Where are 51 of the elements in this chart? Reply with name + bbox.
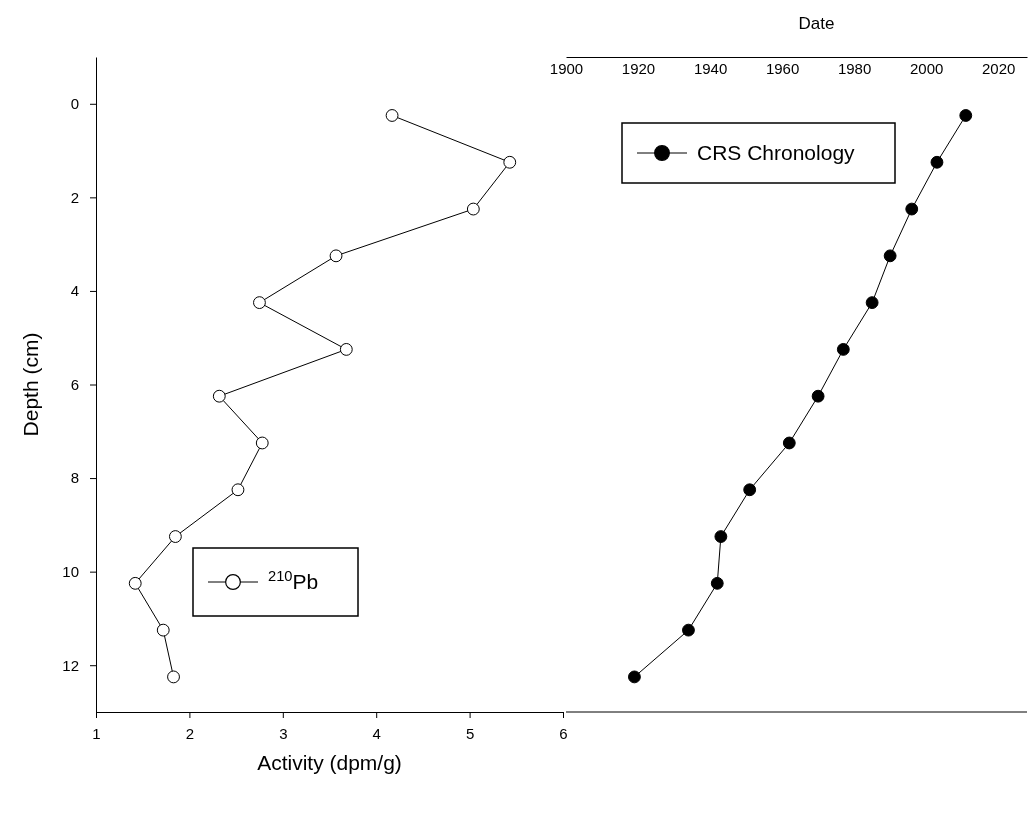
point: [743, 483, 757, 497]
point: [385, 109, 399, 122]
x-tick-label: 1: [92, 725, 101, 742]
x-axis-title: Activity (dpm/g): [257, 751, 402, 774]
point: [128, 576, 142, 590]
x-tick-label: 1920: [621, 59, 656, 77]
y-axis-title: Depth (cm): [19, 332, 42, 437]
x-tick-label: 2000: [909, 59, 944, 77]
x-tick-label: 2020: [982, 59, 1016, 77]
point: [329, 249, 343, 263]
x-tick-label: 1960: [765, 59, 800, 77]
point: [168, 530, 182, 543]
x-tick-label: 5: [465, 725, 475, 742]
point: [339, 343, 353, 356]
point: [865, 296, 879, 310]
x-tick-label: 1980: [837, 59, 872, 77]
point: [628, 670, 641, 684]
x-tick-label: 3: [279, 725, 288, 742]
x-axis-title: Date: [798, 14, 835, 33]
point: [231, 483, 245, 497]
point: [811, 389, 825, 403]
x-tick-label: 1940: [693, 59, 728, 77]
x-tick-label: 4: [372, 725, 381, 742]
point: [503, 155, 517, 169]
point: [255, 436, 269, 450]
x-tick-label: 2: [185, 725, 195, 742]
point: [253, 296, 266, 310]
point: [156, 623, 170, 637]
y-tick-label: 4: [70, 282, 79, 300]
y-tick-label: 2: [70, 188, 79, 206]
y-tick-label: 0: [70, 95, 79, 113]
point: [959, 109, 973, 122]
point: [167, 670, 180, 684]
x-tick-label: 1900: [549, 59, 584, 77]
point: [682, 623, 695, 637]
point: [905, 202, 919, 216]
y-tick-label: 10: [62, 562, 79, 580]
y-tick-label: 8: [70, 469, 79, 487]
point: [466, 202, 480, 216]
y-tick-label: 6: [70, 375, 79, 393]
point: [836, 343, 850, 356]
legend-label: $^{210}$Pb: [268, 568, 319, 593]
point: [883, 249, 897, 263]
y-tick-label: 12: [62, 656, 79, 674]
point: [930, 155, 944, 169]
point: [710, 576, 724, 590]
x-tick-label: 6: [559, 725, 568, 742]
point: [714, 530, 728, 543]
legend-label: CRS Chronology: [697, 141, 856, 164]
point: [782, 436, 796, 450]
point: [212, 389, 226, 403]
